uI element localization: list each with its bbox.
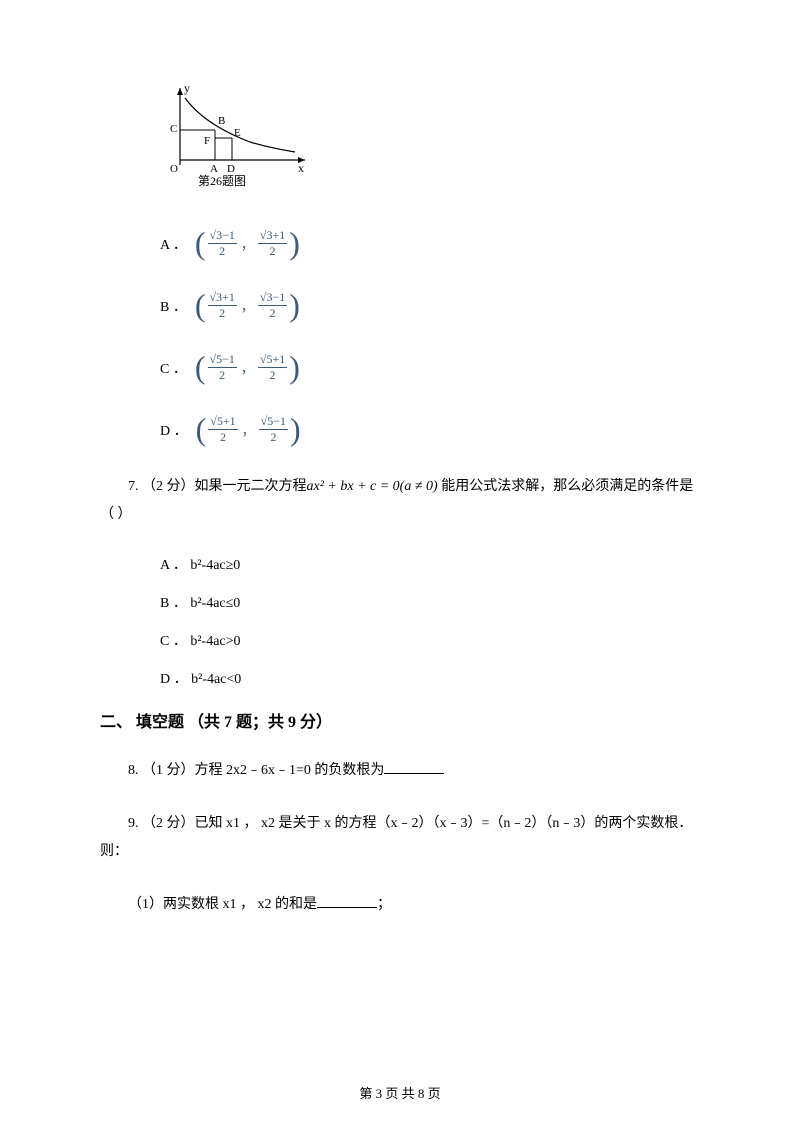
question-9-sub1: （1）两实数根 x1 ， x2 的和是 ； — [100, 891, 700, 919]
graph-label-c: C — [170, 123, 177, 135]
formula-fraction: ( √5−12 ， √5+12 ) — [195, 349, 300, 386]
formula-fraction: ( √5+12 ， √5−12 ) — [196, 411, 301, 448]
fill-blank[interactable] — [317, 894, 377, 908]
q6-option-a: A ． ( √3−12 ， √3+12 ) — [160, 225, 700, 262]
graph-label-e: E — [234, 127, 241, 139]
q7-formula: ax² + bx + c = 0(a ≠ 0) — [307, 479, 438, 494]
q9-sub1-after: ； — [377, 897, 391, 912]
graph-label-x: x — [298, 161, 304, 175]
question-8: 8. （1 分）方程 2x2﹣6x﹣1=0 的负数根为 — [100, 757, 700, 785]
q7-text-before: 7. （2 分）如果一元二次方程 — [100, 473, 307, 501]
q6-option-c: C ． ( √5−12 ， √5+12 ) — [160, 349, 700, 386]
question-graph: y C B E F O A D x 第26题图 — [160, 80, 700, 195]
graph-label-b: B — [218, 115, 225, 127]
q9-sub1-before: （1）两实数根 x1 ， x2 的和是 — [128, 897, 317, 912]
graph-label-o: O — [170, 163, 178, 175]
q7-option-a: A ． b²-4ac≥0 — [160, 554, 700, 574]
option-label: A ． — [160, 234, 187, 254]
section-2-title: 二、 填空题 （共 7 题；共 9 分） — [100, 708, 700, 732]
q8-text-before: 8. （1 分）方程 2x2﹣6x﹣1=0 的负数根为 — [128, 763, 384, 778]
option-label: D ． — [160, 420, 188, 440]
q6-option-b: B ． ( √3+12 ， √3−12 ) — [160, 287, 700, 324]
q7-option-d: D ． b²-4ac<0 — [160, 668, 700, 688]
formula-fraction: ( √3−12 ， √3+12 ) — [195, 225, 300, 262]
graph-label-f: F — [204, 135, 210, 147]
option-label: B ． — [160, 296, 187, 316]
q7-option-c: C ． b²-4ac>0 — [160, 630, 700, 650]
graph-label-y: y — [184, 81, 190, 95]
question-9: 9. （2 分）已知 x1 ， x2 是关于 x 的方程（x﹣2）（x﹣3）=（… — [100, 810, 700, 866]
q7-option-b: B ． b²-4ac≤0 — [160, 592, 700, 612]
page-footer: 第 3 页 共 8 页 — [0, 1083, 800, 1102]
fill-blank[interactable] — [384, 760, 444, 774]
formula-fraction: ( √3+12 ， √3−12 ) — [195, 287, 300, 324]
q6-option-d: D ． ( √5+12 ， √5−12 ) — [160, 411, 700, 448]
question-7: 7. （2 分）如果一元二次方程 ax² + bx + c = 0(a ≠ 0)… — [100, 473, 700, 529]
option-label: C ． — [160, 358, 187, 378]
graph-caption: 第26题图 — [198, 174, 246, 188]
